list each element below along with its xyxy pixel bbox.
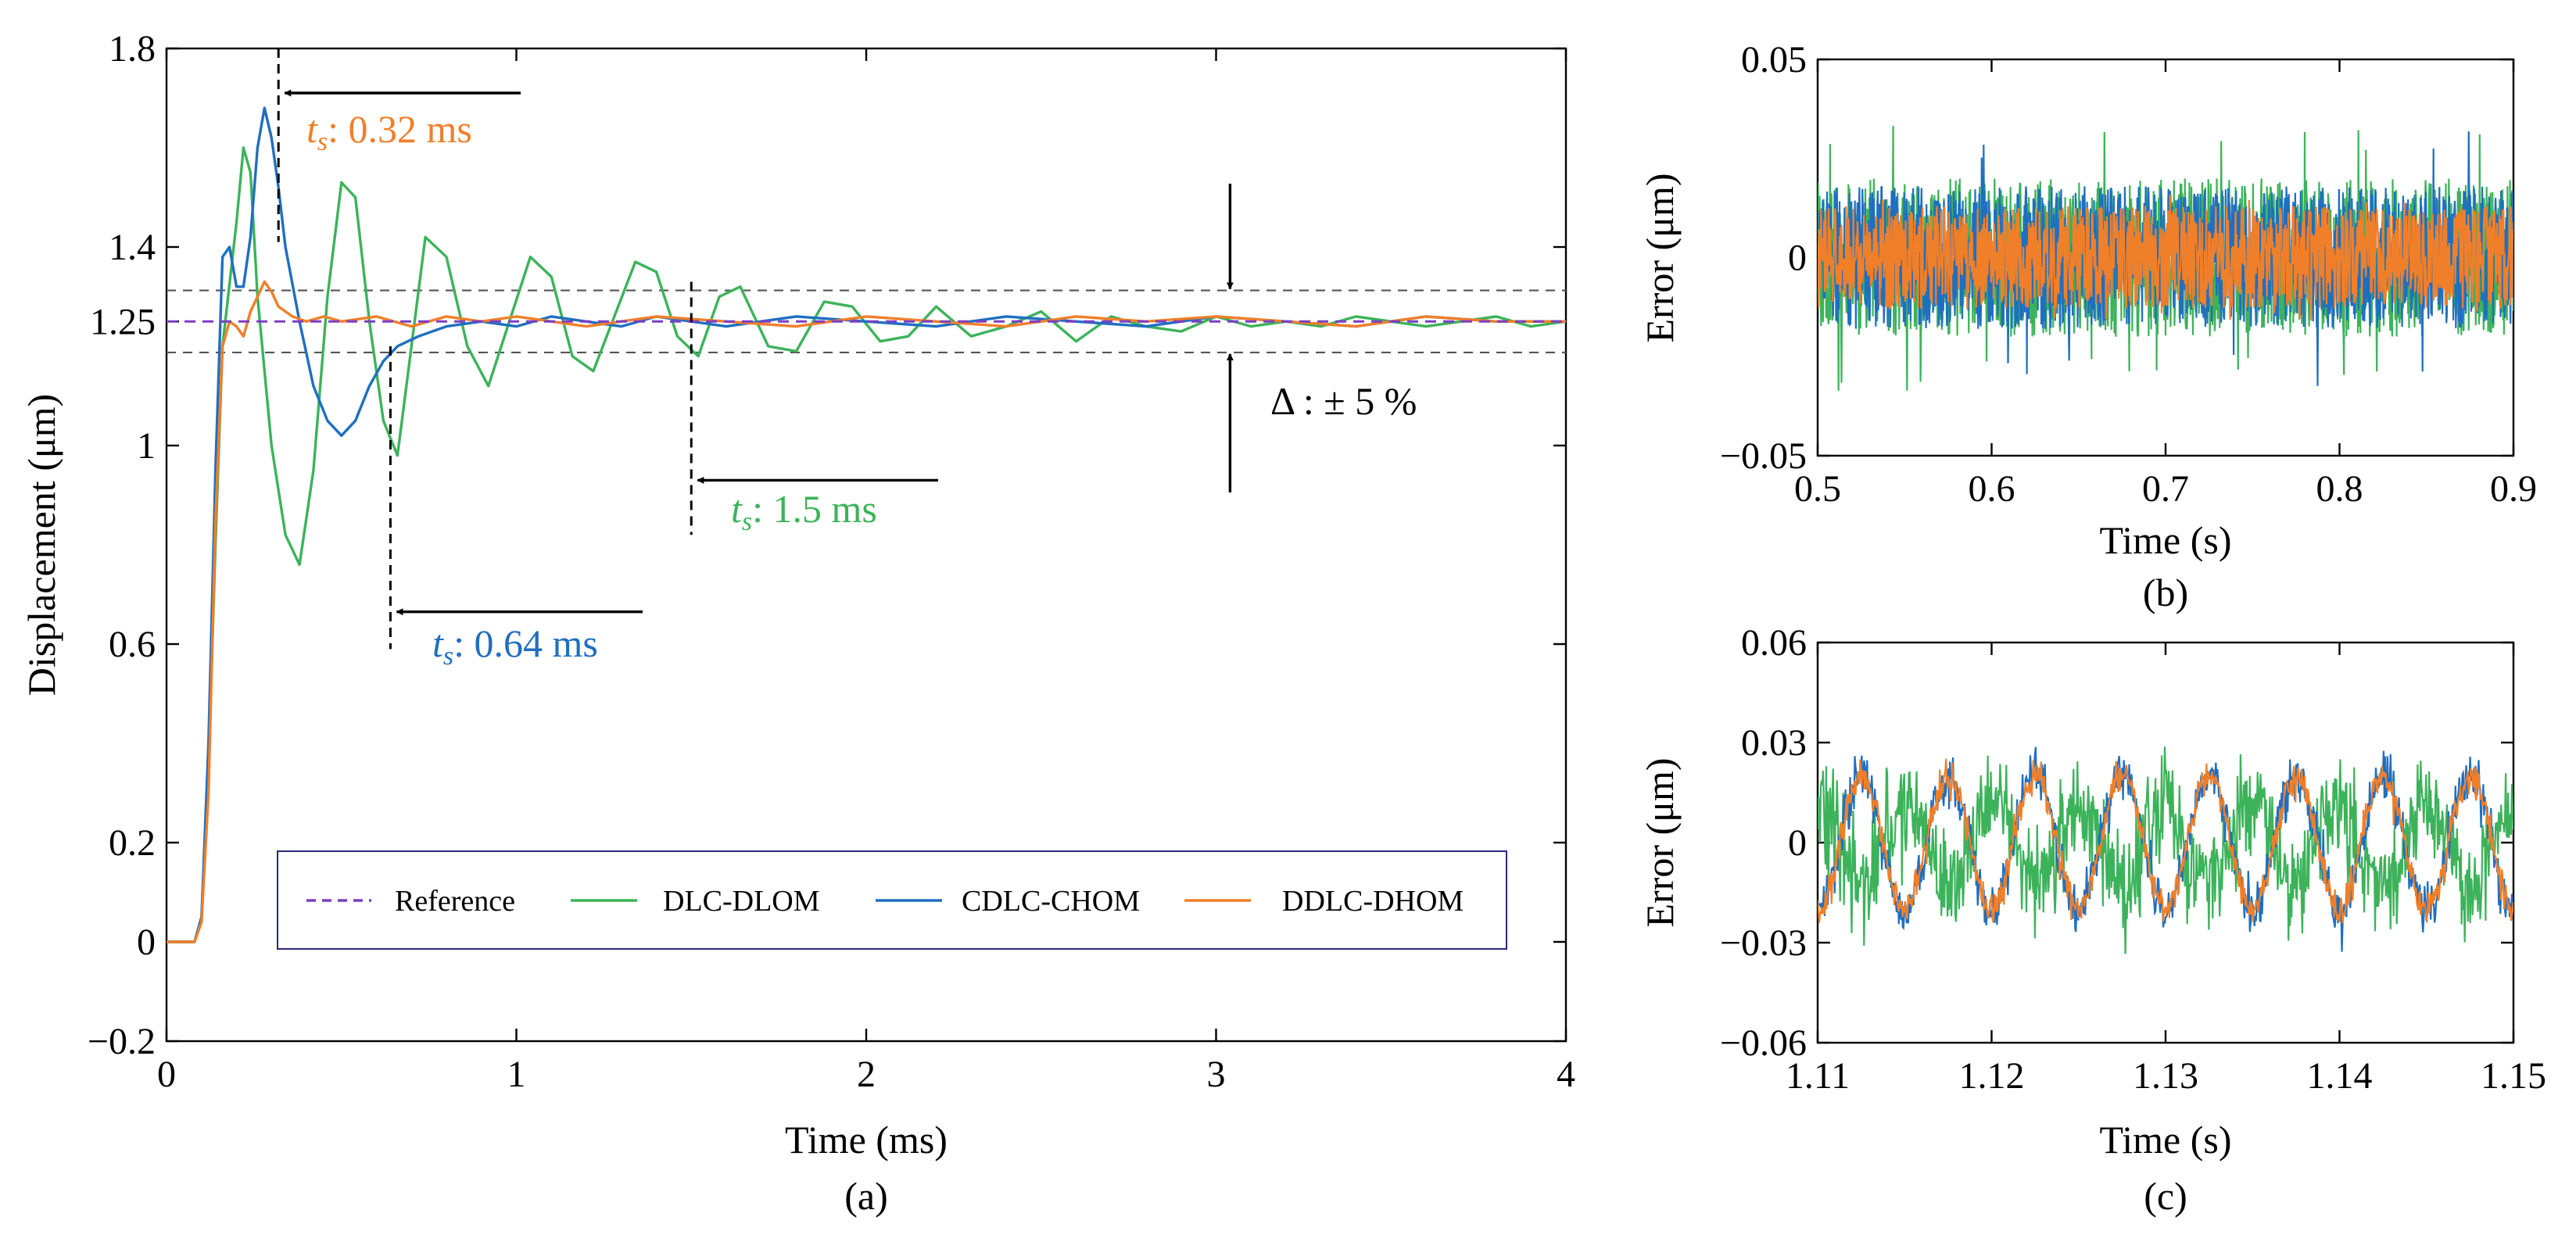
- panel-c-ticks: 1.11 1.12 1.13 1.14 1.15 −0.06 −0.03 0 0.03 0.06: [1720, 622, 2546, 1097]
- ts-label-dlc-value: : 1.5 ms: [752, 487, 877, 531]
- tolerance-band: [167, 289, 1566, 354]
- ts-label-dlc-t: t: [731, 487, 743, 531]
- ts-label-cdlc-t: t: [432, 621, 444, 665]
- ts-label-ddlc-value: : 0.32 ms: [328, 107, 472, 151]
- legend-label-ddlc-dhom: DDLC-DHOM: [1282, 885, 1464, 918]
- panel-a-ytick-label: 1.4: [109, 227, 156, 268]
- ts-label-dlc-sub: s: [742, 507, 752, 536]
- panel-c-label: (c): [2144, 1174, 2187, 1218]
- ts-label-cdlc: ts: 0.64 ms: [432, 621, 598, 671]
- panel-b-xtick-label: 0.5: [1794, 468, 1841, 510]
- panel-a-ytick-label: 1.8: [109, 28, 156, 70]
- panel-c-xtick-label: 1.15: [2481, 1055, 2546, 1097]
- legend: Reference DLC-DLOM CDLC-CHOM DDLC-DHOM: [277, 850, 1507, 950]
- settling-time-annotations: [277, 48, 1234, 650]
- panel-a-ytick-label: 0: [137, 922, 156, 963]
- ts-label-ddlc-t: t: [306, 107, 318, 151]
- panel-c-ylabel: Error (μm): [1638, 758, 1682, 928]
- series-c-cdlc-chom: [1818, 746, 2513, 952]
- panel-b-ytick-label: 0: [1788, 238, 1807, 279]
- panel-b-label: (b): [2143, 571, 2188, 614]
- panel-a-displacement: 0 1 2 3 4−0.200.20.611.251.41.8 Time (ms) Di…: [20, 28, 1575, 1218]
- panel-b-series: [1818, 126, 2513, 391]
- ts-label-cdlc-sub: s: [443, 642, 453, 671]
- series-c-ddlc-dhom: [1818, 758, 2513, 924]
- panel-a-xtick-label: 2: [857, 1054, 876, 1095]
- panel-c-ytick-label: −0.03: [1720, 922, 1807, 964]
- panel-a-xlabel: Time (ms): [785, 1118, 948, 1162]
- panel-a-ylabel: Displacement (μm): [20, 394, 63, 696]
- series-b-ddlc-dhom: [1818, 194, 2513, 321]
- panel-a-ytick-label: 1: [137, 425, 156, 467]
- panel-c-series: [1818, 746, 2513, 954]
- series-c-dlc-dlom: [1818, 746, 2513, 954]
- panel-b-ylabel: Error (μm): [1638, 174, 1682, 343]
- panel-c-ytick-label: 0.03: [1741, 722, 1807, 764]
- panel-a-series: [167, 106, 1566, 943]
- band-label: Δ : ± 5 %: [1270, 379, 1417, 423]
- panel-b-ytick-label: 0.05: [1741, 39, 1807, 81]
- series-dlc-dlom: [167, 146, 1566, 943]
- legend-label-reference: Reference: [395, 885, 515, 918]
- panel-c-ytick-label: 0: [1788, 822, 1807, 864]
- ts-label-dlc: ts: 1.5 ms: [731, 487, 877, 536]
- panel-b-ytick-label: −0.05: [1720, 435, 1807, 477]
- panel-a-xtick-label: 4: [1557, 1054, 1575, 1095]
- panel-c-xtick-label: 1.13: [2133, 1055, 2198, 1097]
- panel-b-xtick-label: 0.9: [2490, 468, 2537, 510]
- panel-a-ytick-label: −0.2: [88, 1021, 156, 1062]
- ts-label-ddlc-sub: s: [317, 127, 328, 156]
- panel-b-error: 0.5 0.6 0.7 0.8 0.9 −0.05 0 0.05 Time (s) Error…: [1638, 39, 2537, 614]
- panel-c-xlabel: Time (s): [2099, 1118, 2231, 1162]
- panel-c-ytick-label: 0.06: [1741, 622, 1807, 664]
- panel-c-error: 1.11 1.12 1.13 1.14 1.15−0.06−0.0300.030.06 …: [1638, 622, 2546, 1218]
- panel-a-xtick-label: 3: [1207, 1054, 1226, 1095]
- panel-c-xtick-label: 1.14: [2307, 1055, 2373, 1097]
- panel-a-ticks: 0 1 2 3 4−0.200.20.611.251.41.8: [88, 28, 1575, 1095]
- panel-a-ytick-label: 0.6: [109, 624, 156, 665]
- panel-b-xtick-label: 0.8: [2316, 468, 2363, 510]
- panel-a-ytick-label: 0.2: [109, 822, 156, 864]
- legend-label-dlc-dlom: DLC-DLOM: [663, 885, 820, 918]
- panel-a-ytick-label: 1.25: [90, 301, 156, 342]
- panel-c-xtick-label: 1.12: [1959, 1055, 2025, 1097]
- ts-label-cdlc-value: : 0.64 ms: [453, 621, 598, 665]
- ts-label-ddlc: ts: 0.32 ms: [306, 107, 472, 156]
- panel-b-xtick-label: 0.6: [1969, 468, 2015, 510]
- panel-b-xtick-label: 0.7: [2142, 468, 2189, 510]
- panel-c-ytick-label: −0.06: [1720, 1022, 1807, 1064]
- legend-label-cdlc-chom: CDLC-CHOM: [962, 885, 1140, 918]
- panel-c-xtick-label: 1.11: [1786, 1055, 1850, 1097]
- panel-a-xtick-label: 1: [507, 1054, 526, 1095]
- panel-a-xtick-label: 0: [157, 1054, 176, 1095]
- panel-a-label: (a): [844, 1174, 888, 1218]
- panel-b-xlabel: Time (s): [2099, 518, 2231, 562]
